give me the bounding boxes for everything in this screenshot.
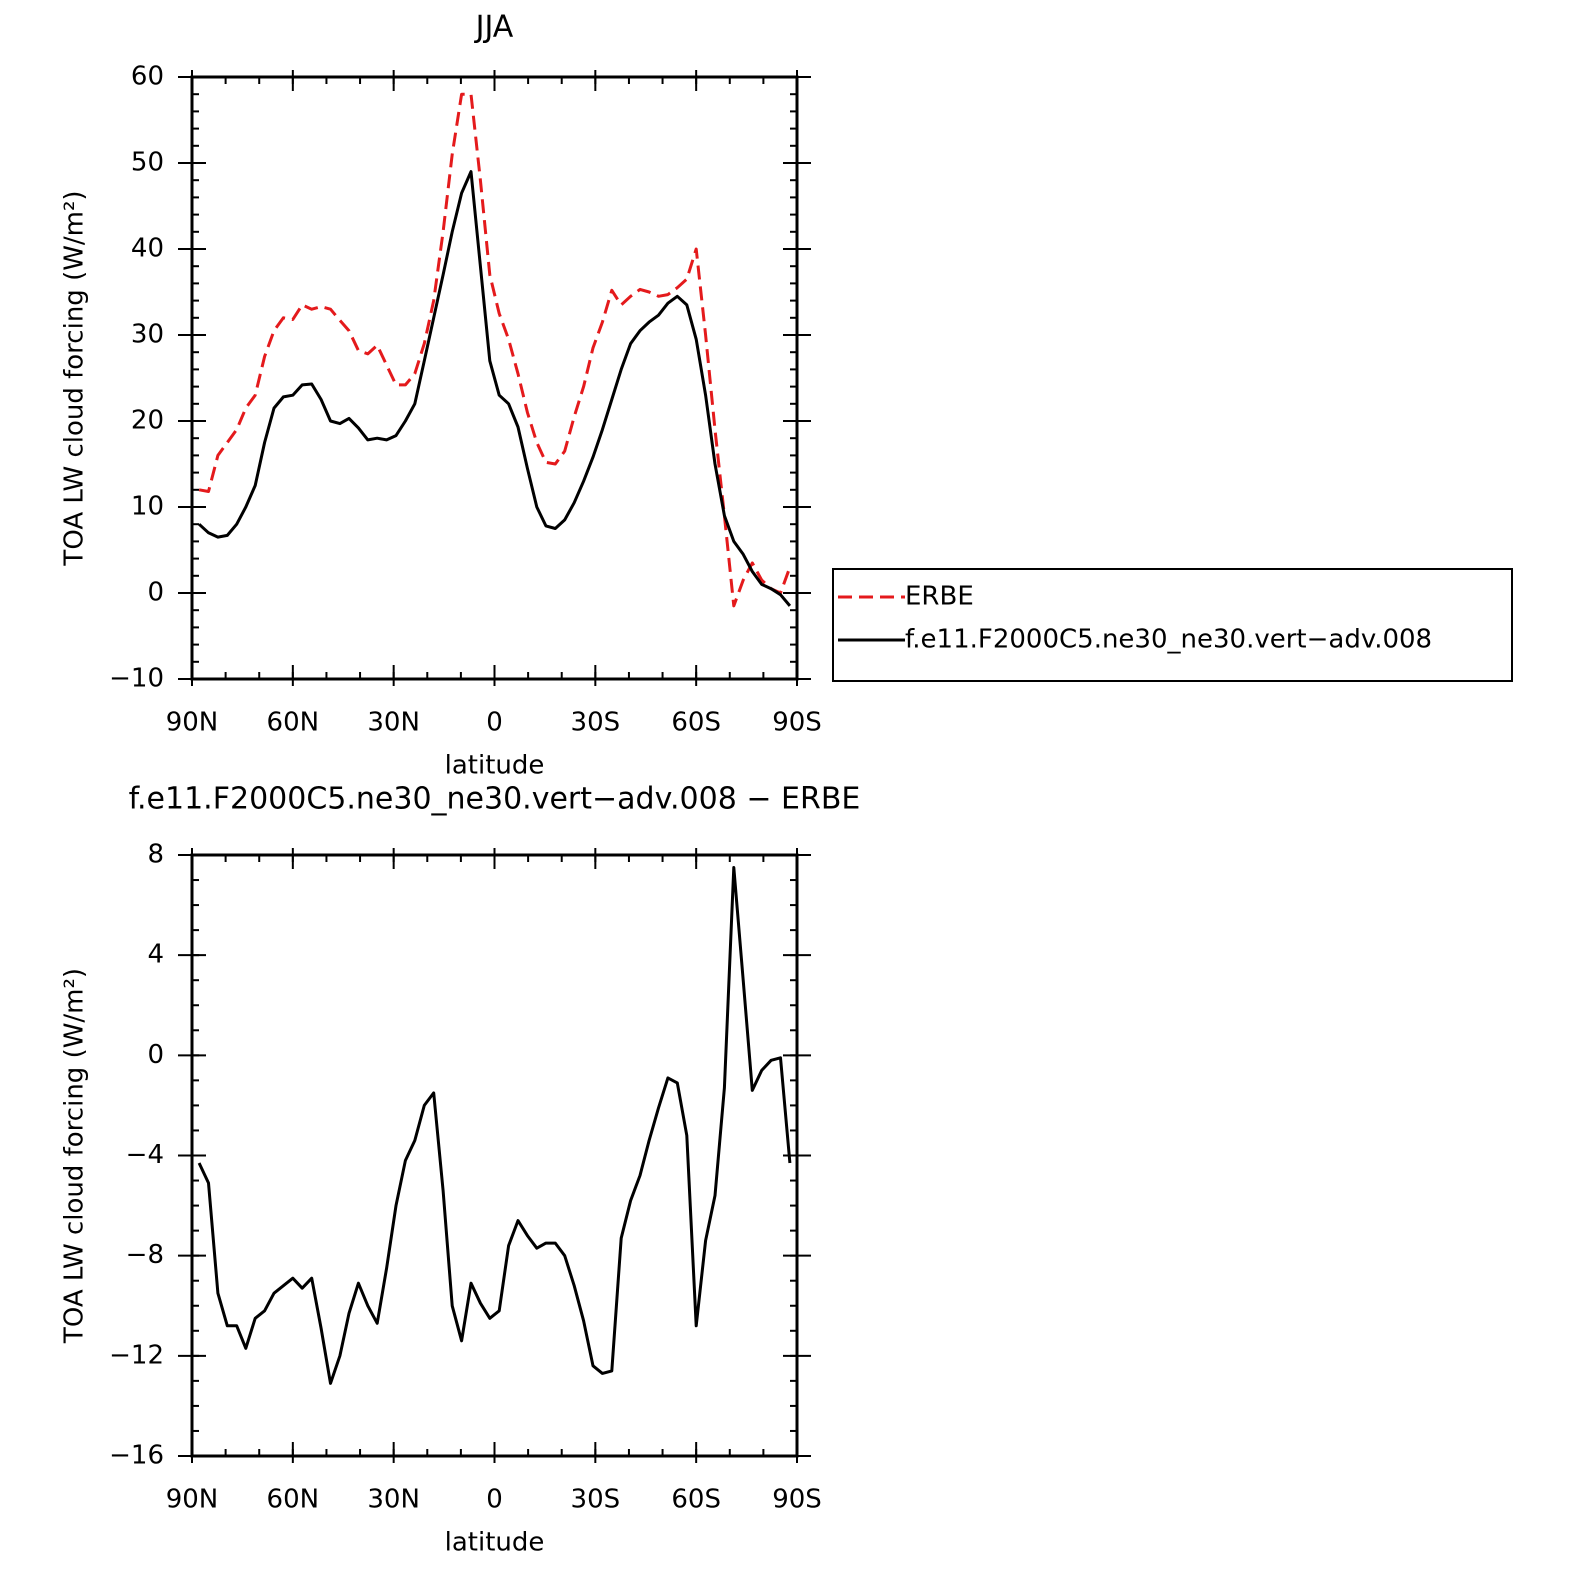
- x-tick-label: 0: [486, 1485, 503, 1515]
- y-tick-label: −16: [109, 1441, 164, 1471]
- x-tick-label: 30S: [571, 1485, 621, 1515]
- y-tick-label: −8: [126, 1240, 164, 1270]
- chart-title: JJA: [474, 10, 514, 45]
- x-tick-label: 90S: [772, 708, 822, 738]
- chart-title: f.e11.F2000C5.ne30_ne30.vert−adv.008 − E…: [129, 782, 861, 817]
- legend-label: ERBE: [905, 582, 974, 612]
- y-tick-label: 20: [131, 406, 164, 436]
- x-tick-label: 90S: [772, 1485, 822, 1515]
- y-tick-label: 4: [147, 940, 164, 970]
- x-tick-label: 30N: [367, 1485, 420, 1515]
- legend-box: [832, 568, 1513, 682]
- x-tick-label: 60N: [267, 1485, 320, 1515]
- y-tick-label: −4: [126, 1140, 164, 1170]
- x-tick-label: 60S: [671, 1485, 721, 1515]
- x-tick-label: 60N: [267, 708, 320, 738]
- y-tick-label: 30: [131, 320, 164, 350]
- x-tick-label: 90N: [166, 708, 219, 738]
- y-tick-label: −10: [109, 664, 164, 694]
- plot-frame: [190, 853, 799, 1458]
- data-line: [198, 92, 792, 608]
- y-tick-label: 40: [131, 234, 164, 264]
- y-tick-label: 50: [131, 148, 164, 178]
- data-line: [197, 866, 792, 1385]
- y-tick-label: 10: [131, 492, 164, 522]
- y-tick-label: 60: [131, 62, 164, 92]
- legend-label: f.e11.F2000C5.ne30_ne30.vert−adv.008: [905, 625, 1432, 655]
- y-axis-label: TOA LW cloud forcing (W/m²): [60, 190, 90, 566]
- y-axis-label: TOA LW cloud forcing (W/m²): [60, 968, 90, 1344]
- y-tick-label: 0: [147, 1040, 164, 1070]
- x-tick-label: 90N: [166, 1485, 219, 1515]
- y-tick-label: 8: [147, 840, 164, 870]
- y-tick-label: 0: [147, 578, 164, 608]
- x-tick-label: 0: [486, 708, 503, 738]
- x-axis-label: latitude: [445, 1528, 545, 1558]
- y-tick-label: −12: [109, 1340, 164, 1370]
- plot-frame: [190, 75, 799, 681]
- x-tick-label: 30N: [367, 708, 420, 738]
- x-tick-label: 60S: [671, 708, 721, 738]
- x-axis-label: latitude: [445, 751, 545, 781]
- data-line: [198, 170, 792, 607]
- x-tick-label: 30S: [571, 708, 621, 738]
